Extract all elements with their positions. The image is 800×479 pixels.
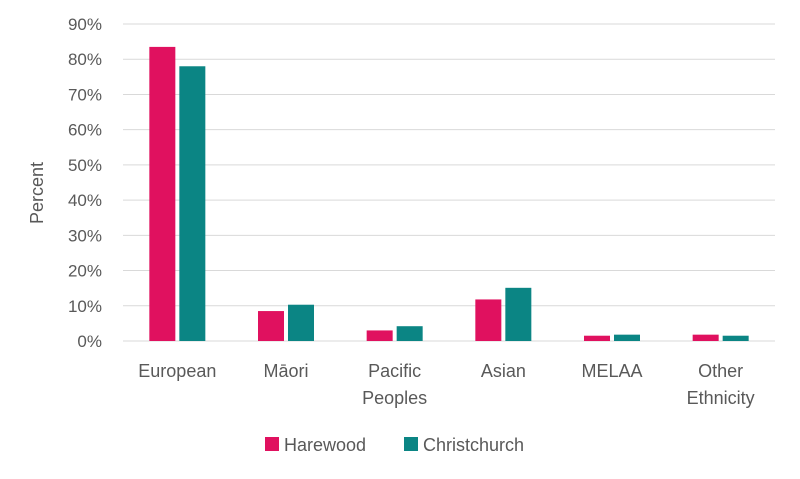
bar-christchurch (288, 304, 314, 341)
bar-christchurch (179, 66, 206, 342)
x-tick-label: Asian (481, 361, 526, 381)
y-tick-label: 60% (68, 121, 102, 140)
bar-christchurch (505, 287, 532, 341)
y-tick-label: 70% (68, 85, 102, 104)
y-tick-label: 20% (68, 262, 102, 281)
x-tick-label: Māori (263, 361, 308, 381)
bar-harewood (584, 335, 610, 341)
legend-label-harewood: Harewood (284, 435, 366, 455)
y-tick-label: 50% (68, 156, 102, 175)
x-tick-label: Other Ethnicity (687, 361, 755, 408)
legend: Harewood Christchurch (265, 435, 524, 455)
bar-harewood (258, 311, 284, 341)
y-tick-label: 30% (68, 226, 102, 245)
y-tick-label: 80% (68, 50, 102, 69)
y-tick-label: 0% (77, 332, 102, 351)
legend-swatch-harewood (265, 437, 279, 451)
bar-harewood (366, 330, 393, 341)
y-axis-ticks: 0% 10% 20% 30% 40% 50% 60% 70% 80% 90% (68, 15, 102, 351)
bar-christchurch (722, 335, 749, 341)
bar-christchurch (396, 326, 423, 341)
gridlines (123, 23, 775, 342)
bars (149, 46, 749, 342)
bar-christchurch (614, 334, 640, 341)
bar-harewood (149, 46, 176, 342)
y-tick-label: 90% (68, 15, 102, 34)
x-axis-labels: European Māori Pacific Peoples Asian MELAA Oth… (138, 361, 754, 408)
y-tick-label: 10% (68, 297, 102, 316)
legend-label-christchurch: Christchurch (423, 435, 524, 455)
legend-swatch-christchurch (404, 437, 418, 451)
y-axis-title: Percent (27, 162, 47, 224)
x-tick-label: MELAA (581, 361, 642, 381)
bar-harewood (475, 299, 502, 341)
x-tick-label: European (138, 361, 216, 381)
bar-harewood (692, 334, 719, 341)
x-tick-label: Pacific Peoples (362, 361, 427, 408)
y-tick-label: 40% (68, 191, 102, 210)
